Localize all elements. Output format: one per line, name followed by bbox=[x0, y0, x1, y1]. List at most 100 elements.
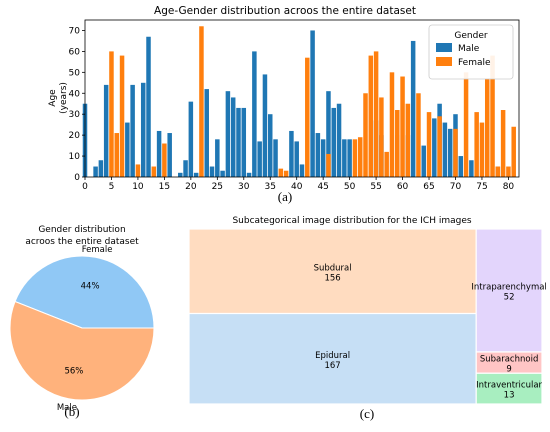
treemap-label: Intraparenchymal bbox=[471, 283, 546, 293]
x-tick-label: 25 bbox=[212, 182, 223, 192]
y-tick-label: 20 bbox=[69, 131, 81, 141]
bar-plot-frame bbox=[84, 19, 520, 178]
bar-male-40 bbox=[294, 141, 299, 177]
bar-male-35 bbox=[267, 114, 273, 177]
caption-a: (a) bbox=[278, 189, 292, 204]
pie-title-line1: Gender distribution bbox=[38, 225, 125, 235]
bar-female-61 bbox=[405, 103, 411, 177]
treemap-value: 13 bbox=[504, 391, 515, 401]
bar-female-79 bbox=[500, 110, 506, 177]
bar-male-33 bbox=[257, 141, 262, 177]
x-tick-label: 70 bbox=[450, 182, 462, 192]
bar-female-80 bbox=[506, 166, 511, 177]
bar-male-46 bbox=[326, 91, 331, 177]
treemap-cell-epidural bbox=[188, 312, 477, 405]
treemap-value: 9 bbox=[506, 365, 511, 375]
x-tick-label: 75 bbox=[476, 182, 487, 192]
bar-male-62 bbox=[410, 40, 416, 178]
bar-male-8 bbox=[125, 122, 130, 177]
pie-pct-label: 44% bbox=[81, 282, 100, 292]
x-tick-label: 30 bbox=[238, 182, 250, 192]
y-tick-label: 50 bbox=[69, 68, 81, 78]
bar-male-27 bbox=[225, 91, 231, 177]
bar-male-30 bbox=[241, 107, 247, 177]
caption-c: (c) bbox=[360, 406, 374, 421]
treemap-title: Subcategorical image distribution for th… bbox=[232, 216, 471, 226]
x-tick-label: 65 bbox=[423, 182, 434, 192]
bar-female-70 bbox=[453, 128, 458, 177]
bar-legend: Gender Male Female bbox=[428, 24, 514, 80]
bar-axes: 0 5 10 15 20 25 30 35 40 45 50 55 60 65 70 75 80 0 10 20 30 4… bbox=[69, 26, 515, 192]
y-axis-label-line1: Age bbox=[48, 89, 58, 107]
bar-male-25 bbox=[215, 139, 220, 177]
bar-female-46 bbox=[326, 153, 331, 177]
bar-female-13 bbox=[151, 166, 157, 177]
legend-swatch-female bbox=[436, 57, 452, 66]
treemap-label: Intraventricular bbox=[476, 381, 542, 391]
bar-female-51 bbox=[352, 139, 358, 177]
x-tick-label: 0 bbox=[82, 182, 88, 192]
bar-male-4 bbox=[103, 84, 109, 177]
bar-male-39 bbox=[289, 130, 294, 177]
x-tick-label: 15 bbox=[159, 182, 170, 192]
bar-male-31 bbox=[246, 172, 252, 177]
bar-male-9 bbox=[130, 84, 135, 177]
age-gender-bar-chart: Age-Gender distribution acroos the entir… bbox=[48, 5, 520, 204]
bar-male-69 bbox=[447, 128, 453, 177]
x-tick-label: 45 bbox=[317, 182, 328, 192]
pie-slice-male bbox=[9, 300, 155, 401]
bar-male-24 bbox=[209, 166, 215, 177]
legend-title: Gender bbox=[454, 31, 487, 41]
treemap-value: 52 bbox=[504, 293, 515, 303]
bar-male-14 bbox=[156, 130, 162, 177]
pie-slices: 44% Female 56% Male bbox=[9, 245, 155, 413]
bar-male-73 bbox=[469, 160, 474, 177]
bar-female-56 bbox=[379, 97, 384, 177]
bar-female-53 bbox=[363, 93, 368, 177]
pie-title-line2: acroos the entire dataset bbox=[25, 237, 139, 247]
bar-female-57 bbox=[384, 151, 389, 177]
treemap-label: Epidural bbox=[315, 351, 350, 361]
bar-female-15 bbox=[162, 143, 167, 177]
pie-slice-label: Female bbox=[82, 245, 113, 255]
y-tick-label: 30 bbox=[69, 110, 81, 120]
bar-male-28 bbox=[230, 97, 236, 177]
x-tick-label: 40 bbox=[291, 182, 303, 192]
bar-male-32 bbox=[252, 51, 257, 177]
bar-male-45 bbox=[320, 139, 326, 177]
bar-male-3 bbox=[98, 160, 104, 177]
bar-male-41 bbox=[299, 164, 305, 177]
bar-female-10 bbox=[135, 164, 141, 177]
bar-female-65 bbox=[426, 112, 432, 177]
bar-female-76 bbox=[484, 78, 490, 177]
bar-male-64 bbox=[421, 145, 426, 177]
x-tick-label: 35 bbox=[265, 182, 276, 192]
ich-treemap: Subcategorical image distribution for th… bbox=[188, 216, 547, 421]
bar-male-50 bbox=[347, 139, 352, 177]
y-tick-label: 70 bbox=[69, 26, 81, 36]
bar-male-16 bbox=[167, 133, 172, 177]
bar-female-22 bbox=[199, 26, 204, 178]
bar-chart-title: Age-Gender distribution acroos the entir… bbox=[154, 5, 416, 17]
legend-swatch-male bbox=[436, 43, 452, 52]
bar-male-71 bbox=[458, 156, 464, 177]
bar-female-63 bbox=[416, 93, 421, 177]
gender-pie-chart: Gender distribution acroos the entire da… bbox=[9, 225, 155, 419]
bar-male-2 bbox=[93, 166, 98, 177]
bar-male-66 bbox=[432, 118, 437, 177]
bar-female-54 bbox=[368, 55, 374, 178]
bar-female-78 bbox=[495, 166, 501, 177]
bar-male-29 bbox=[236, 107, 241, 177]
bar-plot-area bbox=[82, 26, 516, 178]
bar-female-59 bbox=[395, 110, 400, 177]
bar-male-44 bbox=[315, 133, 321, 177]
bar-female-37 bbox=[278, 168, 284, 177]
bar-female-60 bbox=[400, 76, 405, 177]
treemap-cell-intraparenchymal bbox=[475, 228, 543, 353]
x-tick-label: 50 bbox=[344, 182, 356, 192]
bar-female-74 bbox=[474, 112, 479, 177]
x-tick-label: 10 bbox=[132, 182, 144, 192]
bar-female-67 bbox=[437, 116, 442, 177]
